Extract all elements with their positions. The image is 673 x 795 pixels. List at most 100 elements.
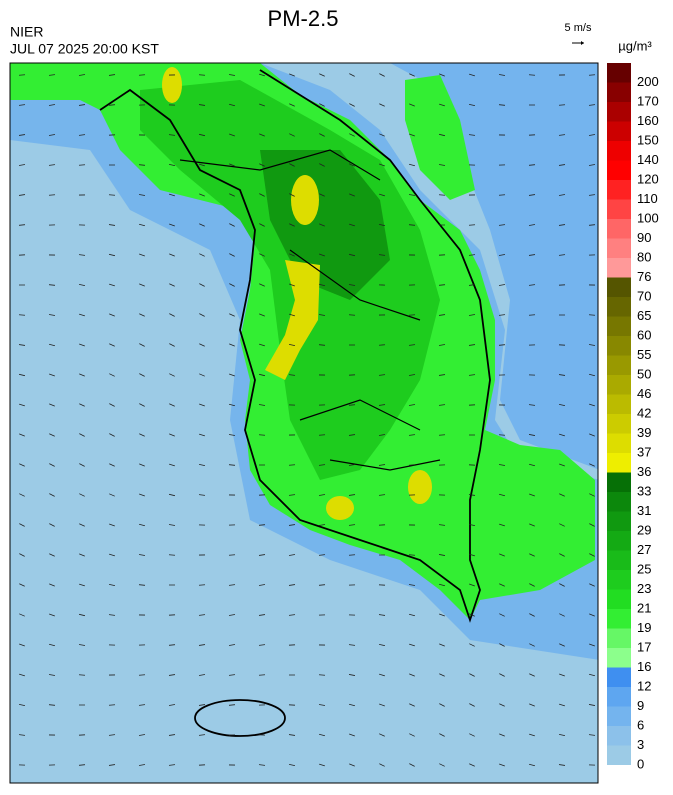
wind-arrow bbox=[529, 493, 535, 497]
wind-arrow bbox=[468, 314, 476, 316]
colorbar-swatch bbox=[607, 375, 631, 395]
wind-arrow bbox=[229, 193, 235, 197]
wind-arrow bbox=[318, 584, 326, 586]
wind-arrow bbox=[169, 403, 175, 407]
wind-arrow bbox=[109, 433, 115, 437]
wind-arrow bbox=[588, 734, 596, 736]
wind-arrow bbox=[379, 763, 385, 767]
wind-arrow bbox=[198, 614, 206, 616]
wind-arrow bbox=[439, 103, 445, 107]
wind-arrow bbox=[468, 374, 476, 376]
wind-arrow bbox=[138, 523, 146, 527]
wind-arrow bbox=[228, 704, 236, 706]
wind-arrow bbox=[289, 163, 295, 167]
wind-arrow bbox=[228, 74, 236, 76]
wind-arrow bbox=[499, 733, 505, 737]
colorbar-swatch bbox=[607, 63, 631, 83]
wind-arrow bbox=[78, 134, 86, 136]
wind-arrow bbox=[19, 433, 25, 437]
wind-arrow bbox=[529, 463, 535, 467]
colorbar-swatch bbox=[607, 628, 631, 648]
wind-arrow bbox=[349, 733, 355, 737]
wind-arrow bbox=[259, 283, 265, 287]
wind-arrow bbox=[49, 463, 55, 467]
wind-arrow bbox=[558, 194, 566, 196]
wind-arrow bbox=[79, 373, 85, 377]
wind-arrow bbox=[348, 674, 356, 676]
wind-arrow bbox=[529, 673, 535, 677]
wind-arrow bbox=[318, 464, 326, 466]
wind-arrow bbox=[289, 283, 295, 287]
wind-arrow bbox=[499, 583, 505, 587]
wind-arrow bbox=[168, 134, 176, 136]
wind-arrow bbox=[109, 313, 115, 317]
wind-arrow bbox=[19, 463, 25, 467]
wind-arrow bbox=[349, 133, 355, 137]
wind-arrow bbox=[498, 493, 506, 497]
wind-arrow bbox=[408, 194, 416, 196]
wind-arrow bbox=[589, 583, 595, 587]
wind-arrow bbox=[528, 194, 536, 196]
wind-arrow bbox=[198, 104, 206, 106]
wind-arrow bbox=[589, 433, 595, 437]
wind-arrow bbox=[408, 554, 416, 556]
wind-arrow bbox=[588, 164, 596, 166]
wind-arrow bbox=[48, 134, 56, 136]
wind-arrow bbox=[558, 254, 566, 256]
colorbar-label: 55 bbox=[637, 347, 651, 362]
wind-arrow bbox=[589, 613, 595, 617]
wind-arrow bbox=[409, 643, 415, 647]
wind-arrow bbox=[229, 223, 235, 227]
wind-arrow bbox=[469, 643, 475, 647]
pollution-hotspot bbox=[291, 175, 319, 225]
wind-arrow bbox=[439, 763, 445, 767]
colorbar-label: 46 bbox=[637, 386, 651, 401]
wind-arrow bbox=[348, 253, 356, 257]
colorbar-label: 50 bbox=[637, 366, 651, 381]
wind-arrow bbox=[349, 163, 355, 167]
wind-arrow bbox=[259, 133, 265, 137]
wind-arrow bbox=[108, 734, 116, 736]
wind-arrow bbox=[259, 343, 265, 347]
wind-arrow bbox=[499, 613, 505, 617]
map bbox=[9, 62, 599, 784]
wind-arrow bbox=[528, 763, 536, 767]
wind-arrow bbox=[378, 434, 386, 436]
wind-arrow bbox=[169, 223, 175, 227]
wind-arrow bbox=[109, 463, 115, 467]
wind-arrow bbox=[259, 163, 265, 167]
wind-arrow bbox=[348, 404, 356, 406]
wind-arrow bbox=[48, 164, 56, 166]
colorbar-label: 42 bbox=[637, 405, 651, 420]
source: NIER bbox=[10, 24, 43, 40]
wind-arrow bbox=[318, 434, 326, 436]
wind-arrow bbox=[288, 614, 296, 616]
wind-arrow bbox=[288, 374, 296, 376]
wind-arrow bbox=[49, 523, 55, 527]
wind-arrow bbox=[258, 404, 266, 406]
colorbar: 0369121617192123252729313336373942465055… bbox=[607, 63, 659, 771]
wind-arrow bbox=[558, 224, 566, 226]
wind-arrow bbox=[19, 673, 25, 677]
wind-arrow bbox=[499, 673, 505, 677]
colorbar-swatch bbox=[607, 102, 631, 122]
wind-arrow bbox=[79, 433, 85, 437]
wind-arrow bbox=[499, 763, 505, 767]
wind-arrow bbox=[79, 463, 85, 467]
pollution-field bbox=[10, 63, 598, 470]
wind-arrow bbox=[408, 434, 416, 436]
colorbar-swatch bbox=[607, 687, 631, 707]
colorbar-swatch bbox=[607, 160, 631, 180]
colorbar-label: 3 bbox=[637, 737, 644, 752]
wind-arrow bbox=[139, 493, 145, 497]
wind-arrow bbox=[379, 163, 385, 167]
wind-arrow bbox=[319, 253, 325, 257]
colorbar-swatch bbox=[607, 648, 631, 668]
wind-arrow bbox=[199, 373, 205, 377]
wind-arrow bbox=[588, 373, 596, 377]
wind-arrow bbox=[139, 283, 145, 287]
wind-arrow bbox=[469, 613, 475, 617]
wind-arrow bbox=[498, 224, 506, 226]
wind-arrow bbox=[588, 224, 596, 226]
wind-arrow bbox=[438, 284, 446, 286]
